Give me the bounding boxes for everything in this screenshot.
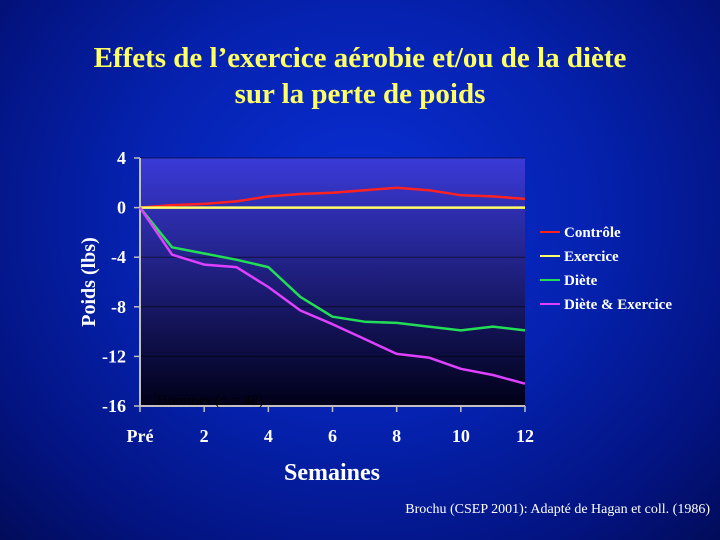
x-tick-label: 2 xyxy=(200,426,209,446)
axes xyxy=(134,157,526,412)
series-line xyxy=(139,186,526,209)
plot-area xyxy=(140,158,525,406)
legend: Contrôle Exercice Diète Diète & Exercice xyxy=(540,225,672,313)
y-tick-label: 0 xyxy=(117,198,126,218)
legend-label: Exercice xyxy=(564,249,619,265)
legend-label: Contrôle xyxy=(564,225,621,241)
x-tick-label: 4 xyxy=(264,426,273,446)
y-tick-label: -12 xyxy=(102,346,126,366)
y-tick-label: -8 xyxy=(111,297,126,317)
legend-label: Diète xyxy=(564,273,598,289)
y-tick-label: -4 xyxy=(111,247,126,267)
data-series xyxy=(138,186,526,385)
x-tick-label: 10 xyxy=(452,426,470,446)
series-line xyxy=(139,206,526,332)
series-line xyxy=(138,206,526,385)
chart-title: Effets de l’exercice aérobie et/ou de la… xyxy=(0,40,720,112)
x-tick-label: 12 xyxy=(516,426,534,446)
title-line-1: Effets de l’exercice aérobie et/ou de la… xyxy=(93,42,627,74)
y-axis-title: Poids (lbs) xyxy=(78,237,100,326)
legend-label: Diète & Exercice xyxy=(564,297,672,313)
x-tick-label: Pré xyxy=(127,426,154,446)
x-tick-label: 6 xyxy=(328,426,337,446)
y-tick-label: 4 xyxy=(117,148,126,168)
title-line-2: sur la perte de poids xyxy=(234,78,486,110)
x-tick-label: 8 xyxy=(392,426,401,446)
y-tick-label: -16 xyxy=(102,396,126,416)
x-axis-title: Semaines xyxy=(284,460,380,486)
chart-annotation: Hommes (n = 48) xyxy=(157,393,263,409)
source-citation: Brochu (CSEP 2001): Adapté de Hagan et c… xyxy=(405,502,710,517)
